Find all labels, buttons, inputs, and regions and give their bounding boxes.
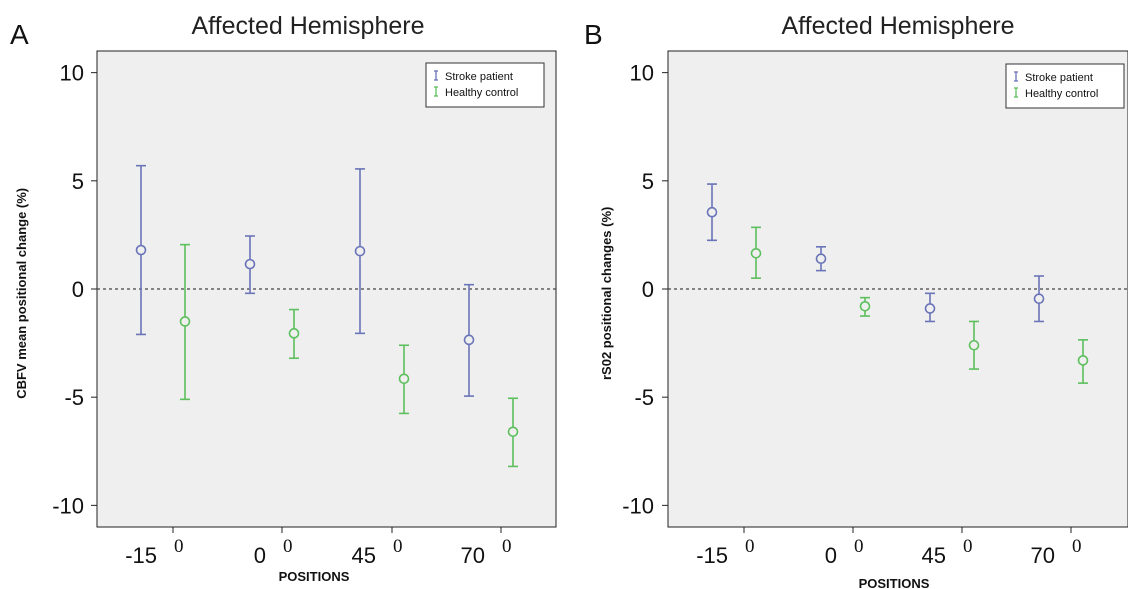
mean-point: [1077, 355, 1089, 366]
x-tick-label: 0: [825, 543, 837, 568]
y-tick-label: -10: [52, 493, 84, 518]
mean-point: [463, 334, 475, 346]
mean-point: [398, 373, 410, 385]
mean-point: [750, 248, 762, 259]
x-tick-degree: 0: [854, 536, 864, 557]
mean-point: [859, 301, 871, 312]
x-tick-label: 45: [352, 543, 376, 568]
x-tick-label: 70: [1031, 543, 1055, 568]
y-tick-label: 10: [60, 61, 84, 86]
mean-point: [507, 426, 519, 438]
legend-label: Healthy control: [445, 87, 518, 99]
y-axis-label: rS02 positional changes (%): [599, 207, 614, 380]
legend-label: Stroke patient: [445, 71, 513, 83]
x-tick-degree: 0: [502, 536, 512, 557]
mean-point: [179, 316, 191, 327]
x-axis-label: POSITIONS: [859, 576, 930, 589]
series-healthy-control: [179, 243, 519, 468]
mean-point: [244, 258, 256, 270]
x-tick-degree: 0: [745, 536, 755, 557]
y-tick-label: 0: [642, 277, 654, 302]
chart-panel-b: Affected Hemisphere B 10 5 0 -5 -10 rS02 positi…: [584, 12, 1128, 589]
legend-label: Healthy control: [1025, 88, 1098, 100]
y-tick-label: 10: [630, 61, 654, 86]
y-tick-label: -10: [622, 493, 654, 518]
mean-point: [1033, 293, 1045, 305]
mean-point: [706, 206, 718, 218]
legend: Stroke patient Healthy control: [425, 62, 545, 108]
y-axis-label: CBFV mean positional change (%): [14, 188, 29, 399]
mean-point: [288, 328, 300, 339]
y-tick-label: -5: [634, 385, 654, 410]
panel-letter: B: [584, 19, 603, 50]
mean-point: [354, 245, 366, 257]
mean-point: [815, 253, 827, 265]
series-stroke-patient: [706, 183, 1045, 323]
series-stroke-patient: [135, 164, 475, 397]
x-axis-label: POSITIONS: [279, 569, 350, 584]
chart-title: Affected Hemisphere: [782, 12, 1015, 40]
x-tick-degree: 0: [283, 536, 293, 557]
legend-box: [425, 62, 545, 108]
x-tick-degree: 0: [1072, 536, 1082, 557]
x-tick-label: 45: [922, 543, 946, 568]
x-tick-label: 70: [461, 543, 485, 568]
x-tick-label: -15: [696, 543, 728, 568]
x-tick-degree: 0: [963, 536, 973, 557]
legend: Stroke patient Healthy control: [1005, 63, 1125, 109]
x-tick-degree: 0: [393, 536, 403, 557]
chart-title: Affected Hemisphere: [192, 12, 425, 40]
y-tick-label: 0: [72, 277, 84, 302]
mean-point: [924, 303, 936, 314]
series-healthy-control: [750, 226, 1089, 384]
x-tick-label: -15: [125, 543, 157, 568]
y-tick-label: -5: [64, 385, 84, 410]
chart-panel-a: Affected Hemisphere A 10 5 0 -5 -10 CBFV mean p…: [10, 12, 557, 584]
legend-label: Stroke patient: [1025, 72, 1093, 84]
mean-point: [968, 339, 980, 351]
y-tick-label: 5: [72, 169, 84, 194]
legend-box: [1005, 63, 1125, 109]
x-tick-label: 0: [254, 543, 266, 568]
x-tick-degree: 0: [174, 536, 184, 557]
mean-point: [135, 244, 147, 256]
y-tick-label: 5: [642, 169, 654, 194]
panel-letter: A: [10, 19, 29, 50]
